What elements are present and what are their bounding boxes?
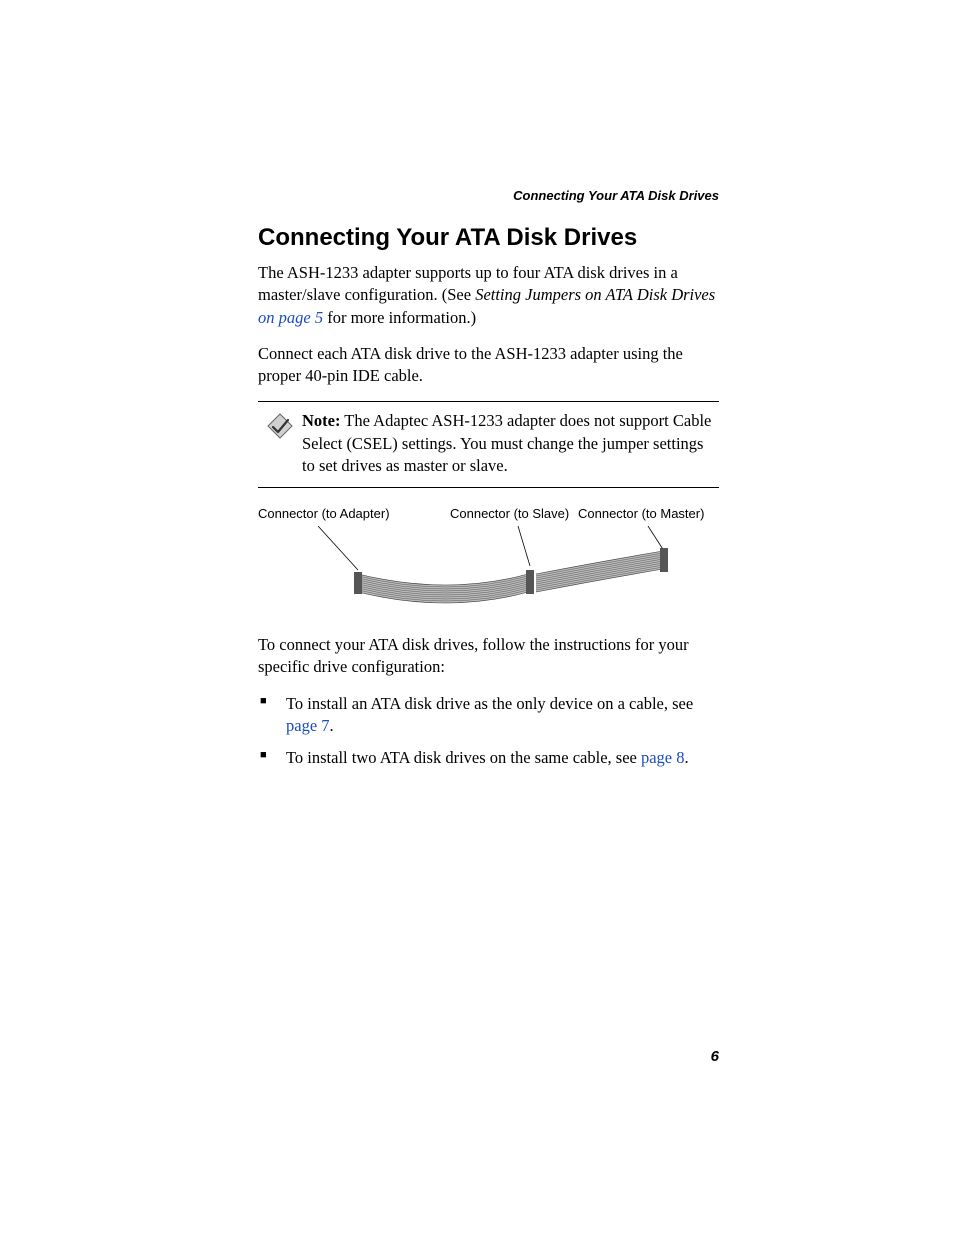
diagram-label-master: Connector (to Master) xyxy=(578,506,704,521)
page-7-link[interactable]: page 7 xyxy=(286,716,330,735)
bullet-text-pre: To install an ATA disk drive as the only… xyxy=(286,694,693,713)
note-label: Note: xyxy=(302,411,340,430)
note-body: The Adaptec ASH-1233 adapter does not su… xyxy=(302,411,711,475)
list-item: To install an ATA disk drive as the only… xyxy=(258,693,719,738)
paragraph-2: Connect each ATA disk drive to the ASH-1… xyxy=(258,343,719,388)
intro-paragraph: The ASH-1233 adapter supports up to four… xyxy=(258,262,719,329)
diagram-label-slave: Connector (to Slave) xyxy=(450,506,569,521)
paragraph-3: To connect your ATA disk drives, follow … xyxy=(258,634,719,679)
cable-diagram: Connector (to Adapter) Connector (to Sla… xyxy=(258,506,719,616)
page-8-link[interactable]: page 8 xyxy=(641,748,685,767)
cable-svg xyxy=(258,526,718,616)
diagram-label-adapter: Connector (to Adapter) xyxy=(258,506,390,521)
page-5-link[interactable]: on page 5 xyxy=(258,308,323,327)
content-body: Connecting Your ATA Disk Drives The ASH-… xyxy=(258,224,719,769)
note-block: Note: The Adaptec ASH-1233 adapter does … xyxy=(258,401,719,488)
intro-italic-ref: Setting Jumpers on ATA Disk Drives xyxy=(475,285,715,304)
section-heading: Connecting Your ATA Disk Drives xyxy=(258,224,719,252)
intro-text-post: for more information.) xyxy=(323,308,476,327)
running-header: Connecting Your ATA Disk Drives xyxy=(513,188,719,203)
bullet-text-post: . xyxy=(330,716,334,735)
page-number: 6 xyxy=(711,1048,719,1065)
bullet-text-post: . xyxy=(685,748,689,767)
note-text: Note: The Adaptec ASH-1233 adapter does … xyxy=(302,410,719,477)
bullet-text-pre: To install two ATA disk drives on the sa… xyxy=(286,748,641,767)
list-item: To install two ATA disk drives on the sa… xyxy=(258,747,719,769)
bullet-list: To install an ATA disk drive as the only… xyxy=(258,693,719,770)
page: Connecting Your ATA Disk Drives Connecti… xyxy=(0,0,954,1235)
note-icon xyxy=(258,410,302,477)
